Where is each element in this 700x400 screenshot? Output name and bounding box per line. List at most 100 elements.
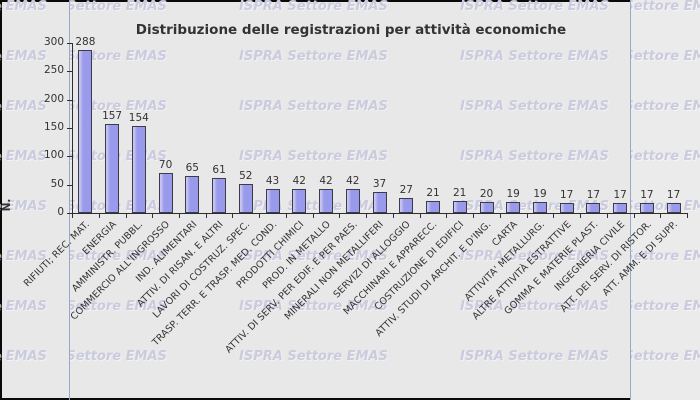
watermark-text: ISPRA Settore EMAS [0, 199, 47, 214]
watermark-text: ISPRA Settore EMAS [69, 99, 167, 114]
watermark-text: ISPRA Settore EMAS [69, 349, 167, 364]
bar-value-label: 17 [613, 189, 627, 201]
x-axis-tick-mark [526, 213, 528, 218]
bar [238, 184, 253, 213]
spreadsheet-right-column [631, 0, 700, 400]
watermark-text: ISPRA Settore EMAS [460, 249, 609, 264]
watermark-text: ISPRA Settore EMAS [69, 0, 167, 14]
y-axis-tick-mark [67, 128, 72, 129]
y-axis-tick-label: 300 [43, 36, 64, 48]
y-axis-tick-mark [67, 185, 72, 186]
x-axis-tick-mark [259, 213, 261, 218]
bar-value-label: 21 [453, 187, 467, 199]
x-axis-tick-mark [499, 213, 501, 218]
chart-title: Distribuzione delle registrazioni per at… [135, 22, 567, 38]
watermark-text: ISPRA Settore EMAS [460, 0, 609, 14]
bar-value-label: 288 [75, 36, 96, 48]
bar [212, 178, 227, 213]
bar [319, 189, 333, 213]
watermark-text: ISPRA Settore EMAS [630, 49, 700, 64]
watermark-text: ISPRA Settore EMAS [460, 349, 609, 364]
x-axis-tick-mark [152, 213, 154, 218]
watermark-text: ISPRA Settore EMAS [630, 349, 700, 364]
bar-value-label: 65 [185, 162, 199, 174]
bar-value-label: 17 [586, 189, 601, 201]
bar-value-label: 17 [666, 189, 681, 201]
bar-value-label: 37 [372, 178, 387, 190]
x-axis-tick-mark [205, 213, 207, 218]
bar [426, 201, 440, 213]
x-axis-tick-mark [553, 213, 555, 218]
y-axis-tick-label: 200 [43, 93, 64, 105]
watermark-region: ISPRA Settore EMAS ISPRA Settore EMAS ISPR… [0, 0, 69, 400]
watermark-text: ISPRA Settore EMAS [239, 0, 388, 14]
bar [613, 203, 628, 213]
bar [158, 173, 173, 213]
x-axis-tick-mark [72, 213, 73, 218]
bar [292, 189, 307, 213]
column-gridline-right [630, 0, 631, 400]
bar-value-label: 17 [640, 189, 654, 201]
watermark-text: ISPRA Settore EMAS [0, 0, 47, 14]
bar-value-label: 42 [346, 175, 360, 187]
bar [586, 203, 601, 213]
x-axis-tick-mark [312, 213, 314, 218]
watermark-text: ISPRA Settore EMAS [239, 99, 388, 114]
bar-value-label: 19 [506, 188, 520, 200]
bar-value-label: 27 [399, 184, 413, 196]
watermark-text: ISPRA Settore EMAS [0, 349, 47, 364]
bar-value-label: 42 [319, 175, 333, 187]
bar-value-label: 157 [102, 110, 123, 122]
x-axis-tick-mark [419, 213, 421, 218]
watermark-text: ISPRA Settore EMAS [460, 299, 609, 314]
watermark-text: ISPRA Settore EMAS [69, 49, 167, 64]
x-axis-tick-mark [580, 213, 582, 218]
watermark-text: ISPRA Settore EMAS [630, 99, 700, 114]
bar-value-label: 70 [158, 159, 173, 171]
watermark-text: ISPRA Settore EMAS [460, 149, 609, 164]
x-axis-tick-mark [473, 213, 475, 218]
bar [105, 124, 120, 213]
bar-value-label: 154 [128, 112, 149, 124]
bar [265, 189, 280, 213]
watermark-text: ISPRA Settore EMAS [0, 99, 47, 114]
bar [131, 126, 146, 213]
x-axis-tick-mark [446, 213, 448, 218]
y-axis-title: N. [1, 198, 13, 212]
watermark-text: ISPRA Settore EMAS [0, 249, 47, 264]
y-axis-tick-mark [67, 213, 72, 214]
watermark-text: ISPRA Settore EMAS [460, 99, 609, 114]
bar [372, 192, 387, 213]
y-axis-tick-label: 150 [43, 121, 64, 133]
watermark-text: ISPRA Settore EMAS [239, 149, 388, 164]
bar [666, 203, 681, 213]
watermark-text: ISPRA Settore EMAS [69, 299, 167, 314]
y-axis-tick-mark [67, 156, 72, 157]
bar [559, 203, 574, 213]
x-axis-tick-mark [125, 213, 127, 218]
watermark-text: ISPRA Settore EMAS [630, 149, 700, 164]
watermark-text: ISPRA Settore EMAS [0, 149, 47, 164]
watermark-text: ISPRA Settore EMAS [0, 299, 47, 314]
watermark-text: ISPRA Settore EMAS [239, 249, 388, 264]
x-axis-line [72, 213, 688, 214]
y-axis-tick-mark [67, 43, 72, 44]
watermark-text: ISPRA Settore EMAS [630, 299, 700, 314]
y-axis-tick-mark [67, 100, 72, 101]
bar-value-label: 42 [292, 175, 306, 187]
x-axis-tick-mark [366, 213, 368, 218]
bar [452, 201, 467, 213]
x-axis-tick-mark [606, 213, 608, 218]
watermark-text: ISPRA Settore EMAS [239, 349, 388, 364]
column-gridline-left [69, 0, 70, 400]
watermark-text: ISPRA Settore EMAS [630, 0, 700, 14]
bar-value-label: 19 [533, 188, 547, 200]
y-axis-tick-mark [67, 71, 72, 72]
y-axis-line [72, 43, 73, 214]
bar-value-label: 52 [239, 170, 253, 182]
bar-value-label: 61 [212, 164, 226, 176]
x-axis-tick-mark [232, 213, 234, 218]
bar [639, 203, 654, 213]
bar-value-label: 17 [560, 189, 574, 201]
